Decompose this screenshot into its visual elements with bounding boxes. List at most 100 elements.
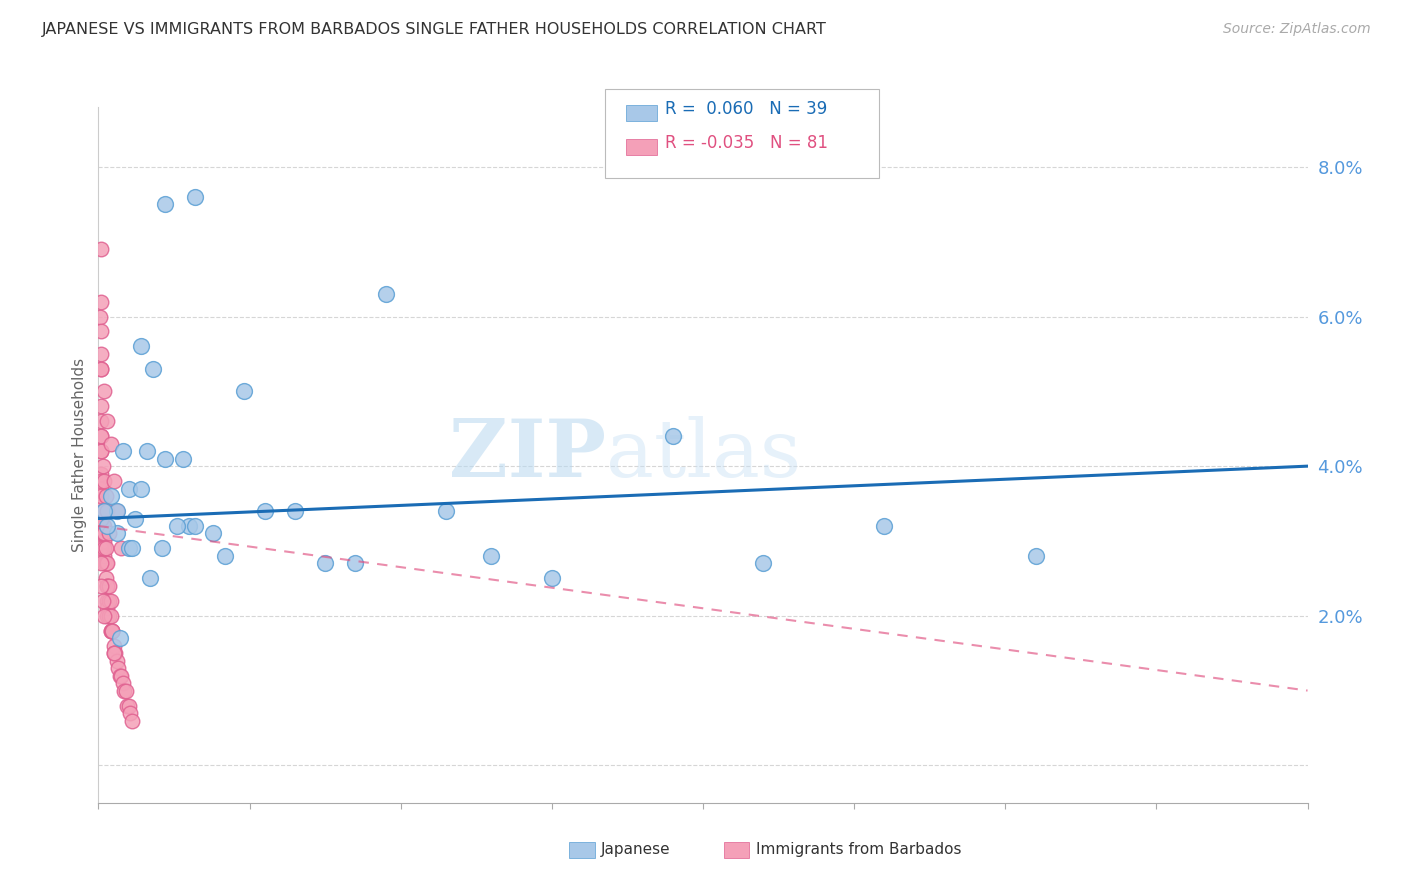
Point bbox=[90, 444, 112, 458]
Text: Source: ZipAtlas.com: Source: ZipAtlas.com bbox=[1223, 22, 1371, 37]
Point bbox=[100, 436, 122, 450]
Point bbox=[101, 624, 124, 638]
Point bbox=[96, 579, 118, 593]
Text: ZIP: ZIP bbox=[450, 416, 606, 494]
Point bbox=[121, 541, 143, 556]
Point bbox=[91, 526, 114, 541]
Point bbox=[150, 541, 173, 556]
Point bbox=[90, 294, 112, 309]
Point bbox=[94, 571, 117, 585]
Point bbox=[90, 347, 112, 361]
Point bbox=[96, 608, 118, 623]
Point bbox=[96, 601, 118, 615]
Point bbox=[90, 489, 112, 503]
Point bbox=[90, 474, 112, 488]
Point bbox=[135, 444, 157, 458]
Text: R =  0.060   N = 39: R = 0.060 N = 39 bbox=[665, 100, 827, 118]
Point bbox=[153, 197, 176, 211]
Point bbox=[90, 541, 112, 556]
Point bbox=[873, 519, 896, 533]
Point bbox=[110, 668, 132, 682]
Point bbox=[374, 287, 396, 301]
Point bbox=[93, 384, 115, 399]
Y-axis label: Single Father Households: Single Father Households bbox=[72, 358, 87, 552]
Point bbox=[129, 482, 152, 496]
Point bbox=[91, 519, 114, 533]
Point bbox=[91, 504, 114, 518]
Point bbox=[177, 519, 201, 533]
Point bbox=[284, 504, 307, 518]
Point bbox=[103, 646, 125, 660]
Point bbox=[103, 474, 125, 488]
Point bbox=[172, 451, 194, 466]
Point bbox=[100, 624, 122, 638]
Point bbox=[540, 571, 562, 585]
Point bbox=[90, 579, 112, 593]
Point bbox=[93, 526, 115, 541]
Point bbox=[93, 474, 115, 488]
Point bbox=[112, 683, 135, 698]
Point bbox=[166, 519, 188, 533]
Point bbox=[90, 362, 112, 376]
Point bbox=[434, 504, 457, 518]
Point bbox=[93, 526, 115, 541]
Point bbox=[110, 541, 132, 556]
Point bbox=[90, 511, 112, 525]
Point bbox=[93, 541, 115, 556]
Point bbox=[118, 482, 141, 496]
Point bbox=[98, 579, 121, 593]
Point bbox=[142, 362, 165, 376]
Point bbox=[91, 459, 114, 474]
Point bbox=[90, 362, 112, 376]
Point bbox=[344, 557, 367, 571]
Text: R = -0.035   N = 81: R = -0.035 N = 81 bbox=[665, 134, 828, 152]
Point bbox=[253, 504, 276, 518]
Point bbox=[103, 639, 125, 653]
Point bbox=[121, 714, 143, 728]
Point bbox=[481, 549, 503, 563]
Point bbox=[314, 557, 336, 571]
Point bbox=[104, 646, 127, 660]
Point bbox=[100, 594, 122, 608]
Point bbox=[153, 451, 176, 466]
Point bbox=[90, 482, 112, 496]
Point bbox=[124, 511, 146, 525]
Point bbox=[1024, 549, 1046, 563]
Point bbox=[90, 429, 112, 443]
Point bbox=[90, 467, 112, 481]
Point bbox=[105, 526, 128, 541]
Point bbox=[96, 519, 118, 533]
Point bbox=[96, 557, 118, 571]
Point bbox=[98, 526, 121, 541]
Point bbox=[129, 339, 152, 353]
Point bbox=[184, 190, 207, 204]
Point bbox=[90, 429, 112, 443]
Point bbox=[120, 706, 142, 720]
Point bbox=[98, 608, 121, 623]
Point bbox=[93, 533, 115, 548]
Point bbox=[114, 683, 136, 698]
Point bbox=[93, 608, 115, 623]
Point bbox=[96, 414, 118, 428]
Point bbox=[118, 541, 141, 556]
Text: atlas: atlas bbox=[606, 416, 801, 494]
Point bbox=[105, 654, 128, 668]
Point bbox=[89, 310, 111, 324]
Point bbox=[232, 384, 254, 399]
Point bbox=[93, 541, 115, 556]
Point bbox=[214, 549, 236, 563]
Point bbox=[108, 631, 131, 645]
Point bbox=[661, 429, 683, 443]
Point bbox=[100, 489, 122, 503]
Point bbox=[90, 414, 112, 428]
Point bbox=[752, 557, 775, 571]
Point bbox=[96, 594, 118, 608]
Point bbox=[105, 504, 128, 518]
Point bbox=[100, 624, 122, 638]
Point bbox=[93, 519, 115, 533]
Point bbox=[105, 504, 128, 518]
Point bbox=[111, 444, 134, 458]
Point bbox=[90, 526, 112, 541]
Point bbox=[94, 541, 117, 556]
Point bbox=[90, 399, 112, 413]
